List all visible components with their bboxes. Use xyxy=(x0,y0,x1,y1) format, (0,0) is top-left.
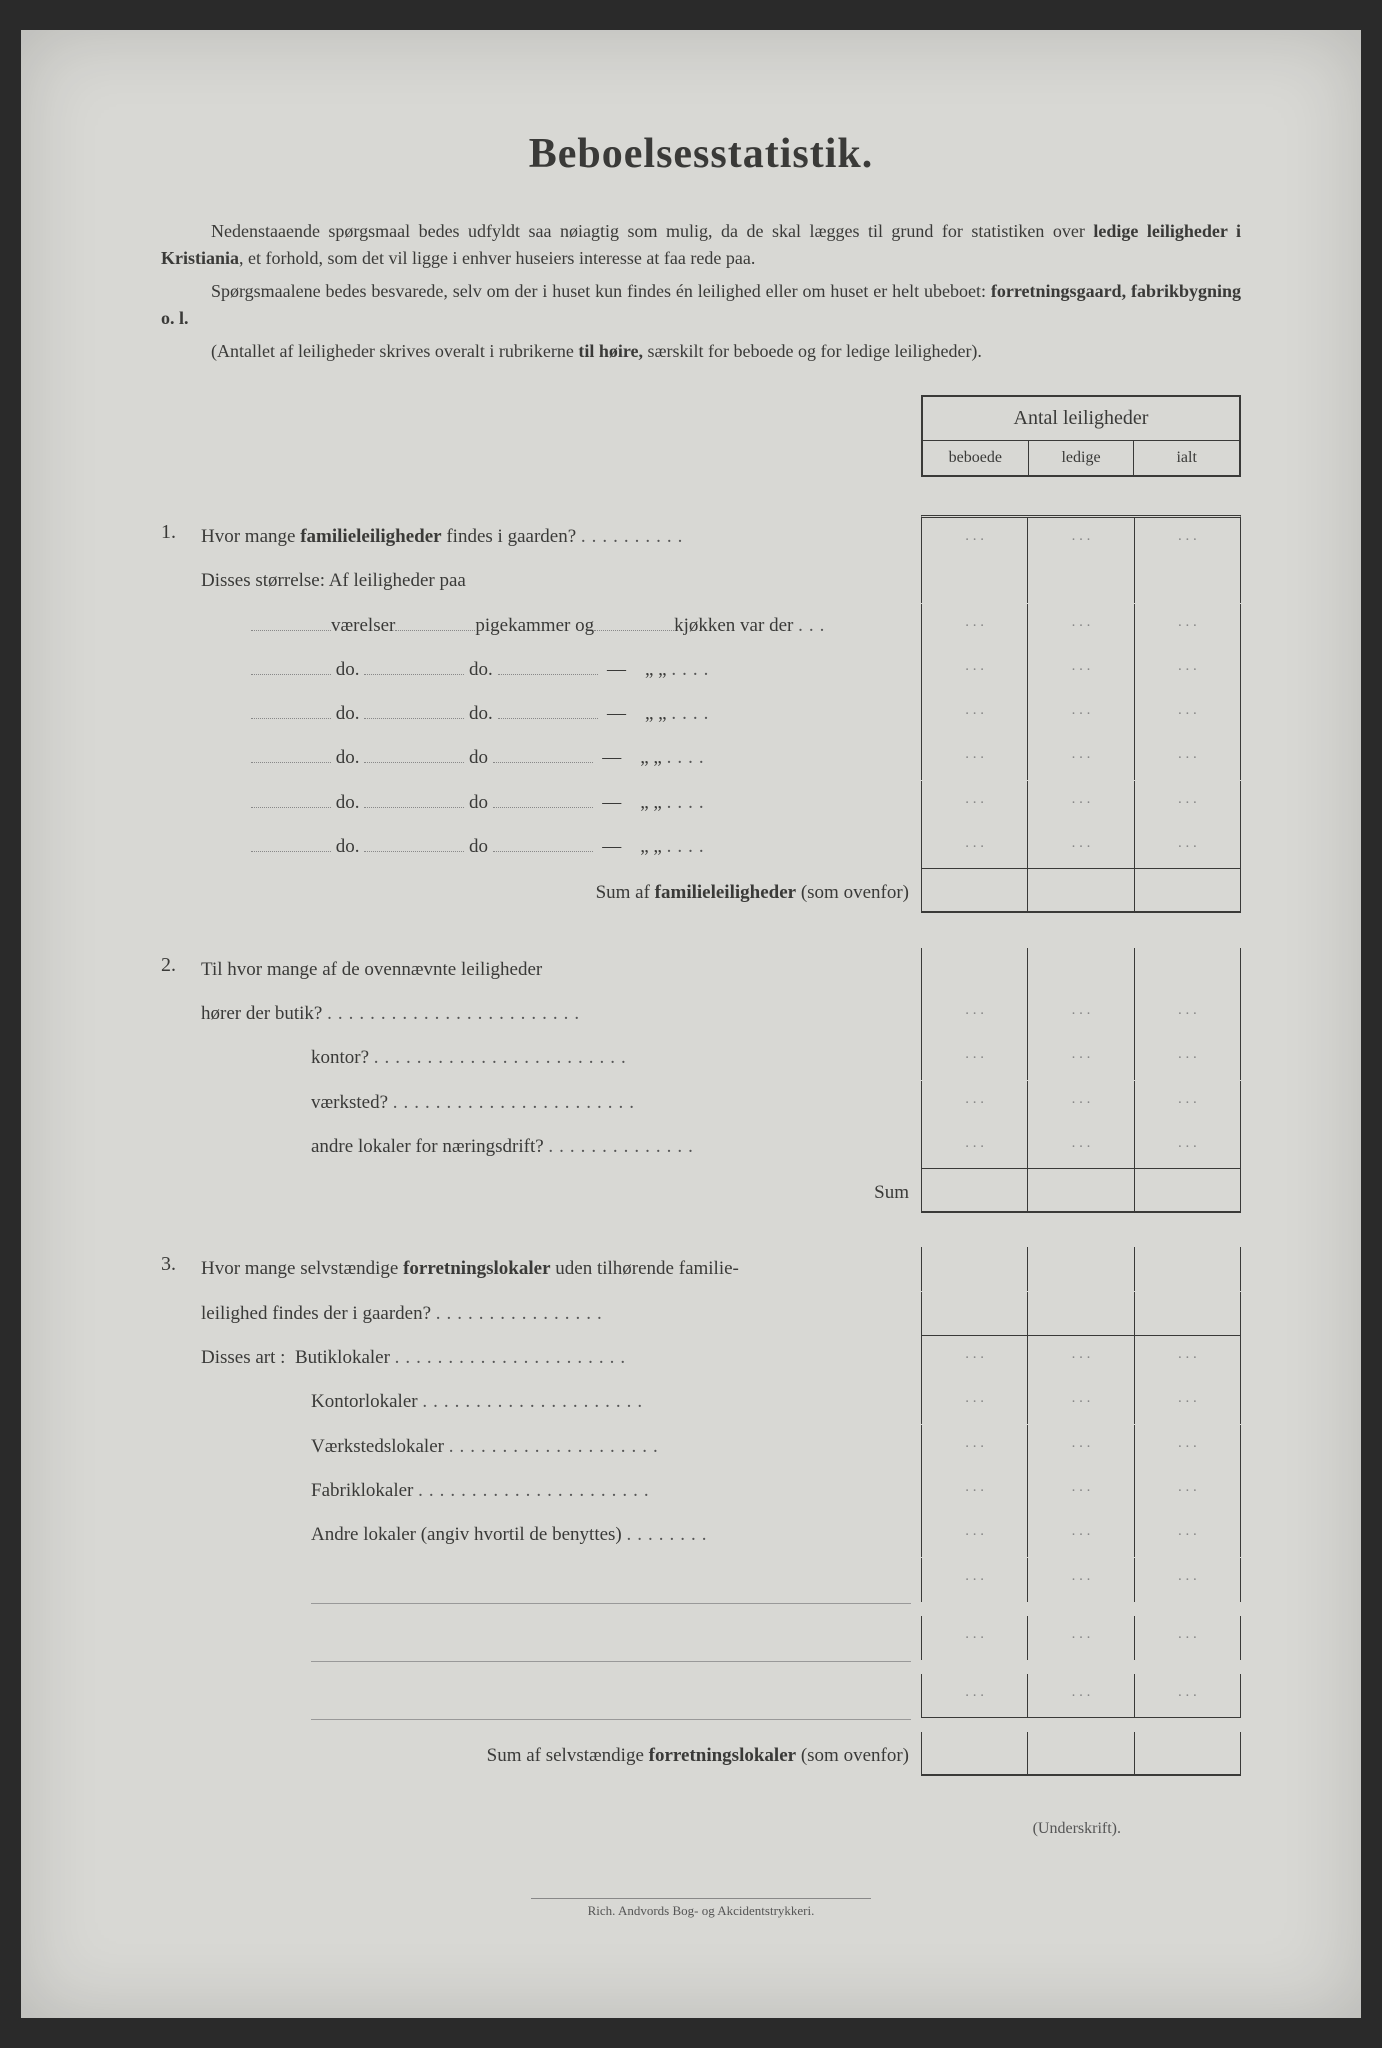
intro-p3c: særskilt for beboede og for ledige leili… xyxy=(643,341,982,361)
q3-r5: Andre lokaler (angiv hvortil de benyttes… xyxy=(161,1513,1241,1557)
q1-sum: Sum af familieleiligheder (som ovenfor) xyxy=(161,869,1241,917)
q1-size-4: do. do — „ „ .... . . .. . .. . . xyxy=(161,736,1241,780)
q2-text: Til hvor mange af de ovennævnte leilighe… xyxy=(201,948,921,992)
q2-r1: hører der butik? .......................… xyxy=(161,992,1241,1036)
page-title: Beboelsesstatistik. xyxy=(161,130,1241,178)
printer-footer: Rich. Andvords Bog- og Akcidentstrykkeri… xyxy=(531,1898,871,1919)
q3-num: 3. xyxy=(161,1247,201,1276)
header-title: Antal leiligheder xyxy=(923,397,1239,441)
document-page: Beboelsesstatistik. Nedenstaaende spørgs… xyxy=(21,30,1361,2018)
intro-p3b: til høire, xyxy=(578,341,643,361)
q2-r3: værksted? ....................... . . ..… xyxy=(161,1081,1241,1125)
col-beboede: beboede xyxy=(923,441,1029,475)
q3-blank2: . . .. . .. . . xyxy=(161,1616,1241,1674)
intro-p2: Spørgsmaalene bedes besvarede, selv om d… xyxy=(161,278,1241,332)
intro-p1a: Nedenstaaende spørgsmaal bedes udfyldt s… xyxy=(211,221,1093,241)
q2-r4: andre lokaler for næringsdrift? ........… xyxy=(161,1125,1241,1169)
q3-blank1: . . .. . .. . . xyxy=(161,1558,1241,1616)
intro-p1c: , et forhold, som det vil ligge i enhver… xyxy=(239,248,755,268)
q1-size-2: do. do. — „ „ .... . . .. . .. . . xyxy=(161,648,1241,692)
intro-p3a: (Antallet af leiligheder skrives overalt… xyxy=(211,341,578,361)
q1-size-5: do. do — „ „ .... . . .. . .. . . xyxy=(161,781,1241,825)
q2-r2: kontor? ........................ . . .. … xyxy=(161,1036,1241,1080)
q1-cells: . . .. . .. . . xyxy=(921,515,1241,559)
q3-r2: Kontorlokaler ..................... . . … xyxy=(161,1380,1241,1424)
q1-size-1: værelserpigekammer ogkjøkken var der ...… xyxy=(161,604,1241,648)
q1-sub: Disses størrelse: Af leiligheder paa xyxy=(161,559,1241,603)
q3-row2: leilighed findes der i gaarden? ........… xyxy=(161,1292,1241,1336)
form-table: Antal leiligheder beboede ledige ialt 1.… xyxy=(161,395,1241,1780)
q3-sub: Disses art : Butiklokaler ..............… xyxy=(161,1336,1241,1380)
intro-p1: Nedenstaaende spørgsmaal bedes udfyldt s… xyxy=(161,218,1241,272)
col-ledige: ledige xyxy=(1029,441,1135,475)
q3-row: 3. Hvor mange selvstændige forretningslo… xyxy=(161,1247,1241,1291)
q1-size-6: do. do — „ „ .... . . .. . .. . . xyxy=(161,825,1241,869)
q1-row: 1. Hvor mange familieleiligheder findes … xyxy=(161,515,1241,559)
q1-text: Hvor mange familieleiligheder findes i g… xyxy=(201,515,921,559)
signature-label: (Underskrift). xyxy=(161,1820,1241,1838)
q2-row: 2. Til hvor mange af de ovennævnte leili… xyxy=(161,948,1241,992)
q1-num: 1. xyxy=(161,515,201,544)
q3-r4: Fabriklokaler ...................... . .… xyxy=(161,1469,1241,1513)
q3-text: Hvor mange selvstændige forretningslokal… xyxy=(201,1247,921,1291)
intro-p3: (Antallet af leiligheder skrives overalt… xyxy=(161,338,1241,365)
q1-size-3: do. do. — „ „ .... . . .. . .. . . xyxy=(161,692,1241,736)
col-ialt: ialt xyxy=(1134,441,1239,475)
q3-blank3: . . .. . .. . . xyxy=(161,1674,1241,1732)
q3-sum: Sum af selvstændige forretningslokaler (… xyxy=(161,1732,1241,1780)
q3-r3: Værkstedslokaler .................... . … xyxy=(161,1425,1241,1469)
column-header: Antal leiligheder beboede ledige ialt xyxy=(921,395,1241,477)
q2-sum: Sum xyxy=(161,1169,1241,1217)
intro-p2a: Spørgsmaalene bedes besvarede, selv om d… xyxy=(211,281,991,301)
q2-num: 2. xyxy=(161,948,201,977)
